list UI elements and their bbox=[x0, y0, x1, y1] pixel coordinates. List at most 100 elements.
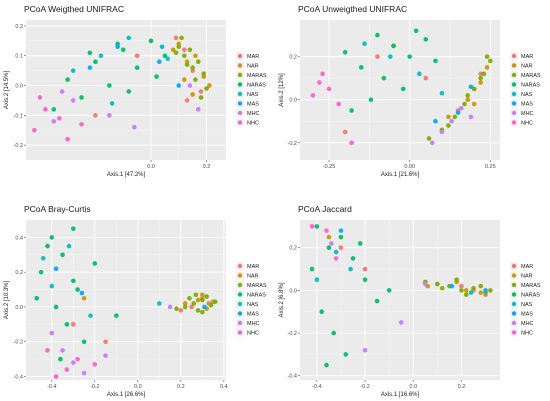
legend-marker-mas bbox=[511, 311, 517, 316]
legend-marker-naras bbox=[511, 82, 517, 87]
legend: MAR NAR MARAS NARAS NAS MAS MHC NHC bbox=[510, 52, 541, 127]
y-axis-label: Axis.2 [10.3%] bbox=[4, 280, 10, 319]
y-axis-label: Axis.2 [14.5%] bbox=[4, 70, 10, 109]
point-nhc bbox=[310, 93, 316, 98]
point-mar bbox=[184, 98, 190, 103]
point-nas bbox=[157, 301, 162, 306]
point-naras bbox=[314, 224, 320, 229]
point-naras bbox=[65, 77, 70, 82]
y-axis-label: Axis.2 [6.8%] bbox=[279, 282, 285, 317]
point-mar bbox=[134, 53, 140, 59]
point-nar bbox=[193, 53, 198, 59]
point-maras bbox=[488, 288, 493, 293]
point-maras bbox=[426, 136, 432, 141]
point-nar bbox=[465, 97, 471, 102]
plot-background bbox=[300, 20, 500, 160]
point-mar bbox=[103, 339, 108, 345]
legend-marker-nar bbox=[511, 63, 517, 68]
point-maras bbox=[452, 114, 458, 120]
point-naras bbox=[343, 352, 349, 357]
legend-label: NHC bbox=[247, 121, 259, 127]
point-mhc bbox=[195, 107, 201, 112]
legend-label: MAR bbox=[247, 264, 259, 270]
point-maras bbox=[488, 58, 493, 64]
point-nhc bbox=[324, 228, 329, 233]
y-tick-label: -0.1 bbox=[14, 113, 23, 119]
legend-marker-mar bbox=[237, 53, 243, 59]
point-mhc bbox=[429, 140, 435, 146]
point-nas bbox=[88, 313, 93, 318]
y-tick-label: 0.0 bbox=[15, 305, 23, 311]
point-naras bbox=[34, 295, 40, 301]
legend-marker-nhc bbox=[237, 120, 243, 125]
legend-label: NARAS bbox=[521, 293, 540, 299]
point-maras bbox=[195, 308, 201, 313]
point-naras bbox=[374, 298, 380, 304]
chart-title: PCoA Weigthed UNIFRAC bbox=[24, 4, 124, 14]
point-naras bbox=[349, 108, 354, 113]
point-nas bbox=[417, 71, 422, 77]
x-axis-label: Axis.1 [21.6%] bbox=[381, 172, 420, 178]
pcoa-panel-2: PCoA Unweigthed UNIFRAC -0.25 0.00 0.25 0.2 0… bbox=[279, 4, 541, 178]
legend-marker-mar bbox=[511, 263, 517, 269]
point-nhc bbox=[32, 127, 37, 133]
legend-marker-mar bbox=[237, 263, 243, 269]
point-naras bbox=[375, 32, 380, 38]
point-naras bbox=[391, 43, 396, 49]
legend-marker-naras bbox=[237, 292, 243, 297]
legend-label: NAR bbox=[521, 64, 533, 70]
point-maras bbox=[463, 292, 469, 297]
legend-marker-nas bbox=[237, 91, 243, 97]
y-tick-label: -0.2 bbox=[288, 141, 297, 147]
point-maras bbox=[193, 77, 198, 82]
legend-marker-maras bbox=[237, 72, 243, 78]
point-naras bbox=[58, 356, 63, 362]
legend-marker-nar bbox=[237, 63, 243, 68]
legend-label: NAS bbox=[247, 302, 259, 308]
legend-marker-mhc bbox=[237, 320, 243, 326]
point-naras bbox=[413, 28, 419, 34]
legend-marker-mas bbox=[237, 311, 243, 316]
point-nas bbox=[40, 255, 46, 261]
legend-label: NAR bbox=[247, 274, 259, 280]
legend-marker-maras bbox=[511, 282, 517, 288]
point-nar bbox=[478, 290, 484, 295]
point-maras bbox=[478, 283, 484, 289]
x-axis-label: Axis.1 [26.6%] bbox=[107, 392, 146, 398]
point-nar bbox=[190, 92, 195, 97]
y-tick-label: -0.2 bbox=[14, 340, 23, 346]
point-mar bbox=[423, 75, 429, 81]
point-nar bbox=[182, 77, 187, 82]
y-tick-label: -0.4 bbox=[288, 374, 297, 380]
y-tick-label: 0.2 bbox=[15, 24, 23, 30]
legend-marker-naras bbox=[237, 82, 243, 87]
point-maras bbox=[174, 306, 179, 311]
point-mhc bbox=[60, 348, 65, 353]
point-mas bbox=[483, 288, 488, 293]
point-mhc bbox=[71, 360, 76, 365]
point-mas bbox=[157, 59, 162, 65]
point-mhc bbox=[70, 98, 76, 103]
point-mas bbox=[202, 304, 207, 310]
point-nhc bbox=[75, 356, 80, 362]
point-maras bbox=[481, 71, 487, 77]
legend-marker-nhc bbox=[511, 330, 517, 335]
point-mar bbox=[362, 266, 368, 272]
x-tick-label: -0.4 bbox=[312, 384, 321, 390]
point-maras bbox=[195, 59, 201, 65]
legend-marker-nhc bbox=[237, 330, 243, 335]
point-maras bbox=[465, 93, 471, 98]
point-maras bbox=[462, 101, 467, 107]
legend-marker-nhc bbox=[511, 120, 517, 125]
plot-background bbox=[26, 20, 226, 160]
point-maras bbox=[471, 285, 476, 291]
point-mhc bbox=[81, 370, 87, 376]
point-naras bbox=[49, 235, 55, 240]
point-nas bbox=[66, 243, 72, 249]
point-maras bbox=[212, 299, 218, 305]
legend-label: NHC bbox=[247, 331, 259, 337]
point-mhc bbox=[468, 114, 474, 120]
point-naras bbox=[407, 54, 412, 59]
point-naras bbox=[71, 278, 76, 284]
x-tick-label: -0.25 bbox=[323, 164, 336, 170]
